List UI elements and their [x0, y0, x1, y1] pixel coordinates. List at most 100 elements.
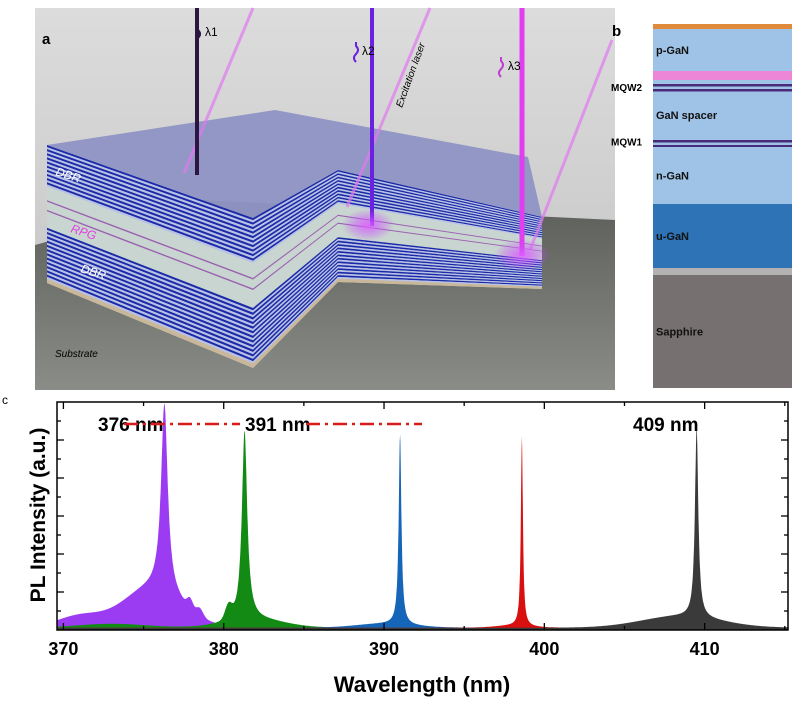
layer-u-gan — [653, 204, 792, 268]
dbr-stripe — [338, 196, 542, 236]
dbr-stripe — [338, 186, 542, 229]
dbr-stripe — [253, 191, 338, 250]
panel-b-label: b — [612, 23, 621, 40]
dbr-stripe — [47, 236, 253, 320]
dbr-stripe — [47, 147, 253, 223]
dbr-stripe — [47, 169, 253, 248]
dbr-stripe — [47, 165, 253, 243]
panel-c-label: c — [2, 393, 8, 407]
dbr-stripe — [253, 183, 338, 239]
dbr-stripe — [338, 259, 542, 276]
dbr-stripe — [338, 180, 542, 225]
layer-label: u-GaN — [656, 231, 689, 243]
beam-label-3: λ3 — [508, 59, 521, 73]
rpg-line — [47, 200, 253, 280]
dbr-stripe — [253, 266, 338, 350]
dbr-stripe — [338, 183, 542, 227]
dbr-stripe — [253, 242, 338, 318]
layer-label: MQW2 — [611, 83, 643, 94]
dbr-stripe — [338, 252, 542, 272]
photon-arrow-icon — [195, 26, 201, 47]
dbr-stripe — [253, 181, 338, 236]
dbr-stripe — [253, 273, 338, 359]
dbr-stripe — [338, 247, 542, 268]
x-tick-label: 400 — [529, 639, 559, 659]
dbr-stripe — [47, 171, 253, 250]
layer-label: Sapphire — [656, 327, 703, 339]
emission-glow — [494, 239, 550, 271]
dbr-stripe — [338, 171, 542, 220]
dbr-stripe — [253, 175, 338, 227]
dbr-stripe — [253, 261, 338, 343]
dbr-stripe — [253, 185, 338, 241]
dbr-stripe — [47, 274, 253, 362]
dbr-stripe — [47, 149, 253, 225]
dbr-stripe — [253, 178, 338, 232]
dbr-stripe — [47, 176, 253, 254]
dbr-stripe — [338, 276, 542, 287]
dbr-stripe — [338, 181, 542, 226]
dbr-stripe — [253, 198, 338, 259]
dbr-stripe — [338, 185, 542, 228]
dbr-stripe — [47, 238, 253, 322]
dbr-stripe — [338, 264, 542, 280]
dbr-stripe — [47, 240, 253, 325]
dbr-stripe — [338, 201, 542, 239]
substrate-layer — [253, 278, 338, 368]
layer-label: GaN spacer — [656, 110, 718, 122]
annotation-376: 376 nm — [98, 415, 163, 436]
dbr-stripe — [253, 268, 338, 352]
dbr-stripe — [253, 270, 338, 355]
dbr-stripe — [253, 173, 338, 225]
dbr-stripe — [253, 257, 338, 339]
dbr-stripe — [253, 252, 338, 332]
rpg-line — [47, 209, 253, 290]
dbr-stripe — [338, 261, 542, 277]
dbr-stripe — [47, 261, 253, 348]
layer-label: n-GaN — [656, 171, 689, 183]
dbr-stripe — [253, 193, 338, 252]
dbr-stripe — [338, 263, 542, 278]
dbr-stripe — [338, 254, 542, 273]
dbr-stripe — [338, 191, 542, 233]
dbr-stripe — [253, 186, 338, 243]
x-tick-label: 410 — [690, 639, 720, 659]
dbr-stripe — [47, 157, 253, 234]
dbr-stripe — [338, 242, 542, 265]
dbr-stripe — [47, 167, 253, 245]
dbr-stripe — [253, 201, 338, 263]
dbr-stripe — [338, 170, 542, 219]
excitation-laser-beam — [345, 7, 432, 208]
dbr-stripe — [47, 163, 253, 241]
dbr-stripe — [253, 247, 338, 325]
dbr-stripe — [338, 270, 542, 283]
dbr-stripe — [47, 184, 253, 263]
dbr-stripe — [253, 249, 338, 327]
dbr-stripe — [47, 270, 253, 357]
dbr-stripe — [338, 244, 542, 266]
layer-label: p-GaN — [656, 45, 689, 57]
dbr-stripe — [47, 173, 253, 252]
annotation-391: 391 nm — [245, 415, 310, 436]
dbr-stripe — [47, 180, 253, 259]
x-tick-label: 380 — [209, 639, 239, 659]
dbr-stripe — [338, 190, 542, 232]
dbr-stripe — [253, 238, 338, 313]
layer-label: MQW1 — [611, 138, 643, 149]
substrate-label: Substrate — [55, 349, 98, 360]
dbr-stripe — [338, 198, 542, 237]
dbr-stripe — [338, 257, 542, 275]
dbr-stripe — [47, 266, 253, 352]
quantum-well-line — [653, 84, 792, 87]
substrate-layer — [47, 278, 253, 368]
quantum-well-line — [653, 140, 792, 143]
spectrum-peak-376.3 — [57, 403, 788, 630]
dbr-stripe — [253, 171, 338, 223]
dbr-stripe — [47, 229, 253, 313]
dbr-stripe — [253, 254, 338, 334]
dbr-stripe — [338, 268, 542, 282]
dbr-stripe — [253, 276, 338, 364]
x-tick-label: 370 — [48, 639, 78, 659]
